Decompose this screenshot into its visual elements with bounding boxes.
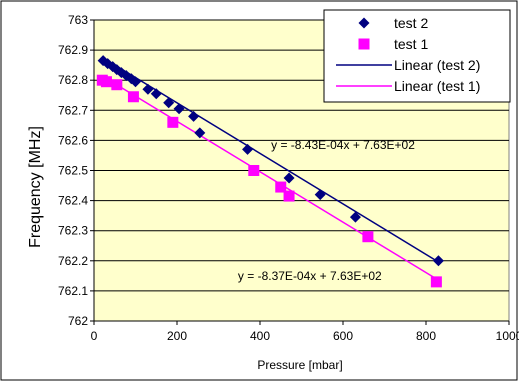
legend-swatch (358, 38, 370, 50)
trendline-linear-test-1 (101, 75, 437, 280)
x-tick-label: 600 (333, 329, 353, 343)
trendline-equation-label: y = -8.43E-04x + 7.63E+02 (271, 138, 415, 152)
legend-label: Linear (test 1) (394, 78, 480, 94)
y-tick-label: 762 (68, 314, 88, 328)
y-tick-label: 762.7 (58, 103, 88, 117)
x-tick-label: 0 (91, 329, 98, 343)
data-point-test-1 (111, 79, 123, 91)
data-point-test-2 (97, 55, 109, 67)
data-point-test-2 (194, 127, 206, 139)
data-point-test-2 (283, 172, 295, 184)
y-tick-label: 763 (68, 13, 88, 27)
data-point-test-2 (163, 97, 175, 109)
x-axis-title: Pressure [mbar] (257, 358, 342, 372)
data-point-test-2 (173, 103, 185, 115)
data-point-test-1 (248, 165, 260, 176)
data-point-test-2 (242, 143, 254, 155)
data-point-test-1 (100, 76, 112, 88)
y-tick-label: 762.3 (58, 224, 88, 238)
data-point-test-1 (167, 116, 179, 128)
data-point-test-2 (130, 76, 141, 88)
x-tick-label: 200 (167, 329, 187, 343)
y-tick-label: 762.1 (58, 284, 88, 298)
y-tick-label: 762.6 (58, 133, 88, 147)
data-point-test-2 (188, 110, 200, 122)
trendline-equation-label: y = -8.37E-04x + 7.63E+02 (238, 269, 382, 283)
data-point-test-2 (150, 88, 162, 100)
x-tick-label: 800 (416, 329, 436, 343)
y-tick-label: 762.9 (58, 43, 88, 57)
legend-label: test 1 (394, 36, 428, 52)
data-point-test-2 (432, 255, 444, 267)
x-tick-label: 1000 (496, 329, 519, 343)
y-tick-label: 762.2 (58, 254, 88, 268)
y-tick-label: 762.4 (58, 194, 88, 208)
x-tick-label: 400 (250, 329, 270, 343)
data-point-test-2 (142, 83, 154, 95)
legend-swatch (358, 17, 370, 29)
data-point-test-1 (430, 276, 442, 288)
legend-label: Linear (test 2) (394, 57, 480, 73)
legend-label: test 2 (394, 15, 428, 31)
data-point-test-1 (362, 231, 374, 243)
data-point-test-1 (275, 181, 287, 193)
data-point-test-2 (349, 211, 361, 223)
data-point-test-1 (127, 91, 139, 103)
y-tick-label: 762.8 (58, 73, 88, 87)
y-tick-label: 762.5 (58, 164, 88, 178)
y-axis-title: Frequency [MHz] (27, 126, 44, 248)
data-point-test-2 (314, 189, 326, 201)
legend: test 2 test 1 Linear (test 2) Linear (test … (323, 9, 511, 103)
data-point-test-1 (283, 190, 295, 202)
